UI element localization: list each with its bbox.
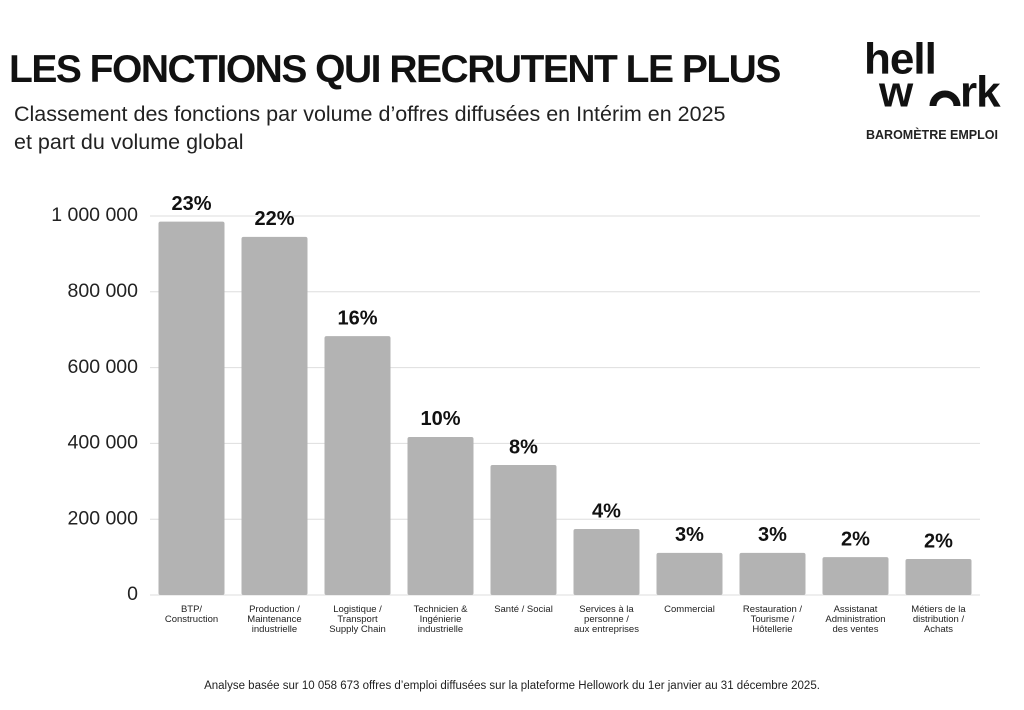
data-label: 2% [841, 528, 870, 550]
bar [656, 552, 723, 595]
bar [822, 557, 889, 595]
footnote: Analyse basée sur 10 058 673 offres d’em… [204, 680, 820, 692]
title: LES FONCTIONS QUI RECRUTENT LE PLUS [9, 48, 781, 91]
data-label: 8% [509, 436, 538, 458]
bar [407, 436, 474, 595]
logo-caption: BAROMÈTRE EMPLOI [866, 128, 998, 142]
bar [324, 336, 391, 595]
data-label: 16% [337, 307, 377, 329]
y-tick-label: 1 000 000 [51, 204, 138, 226]
y-tick-label: 400 000 [68, 432, 139, 454]
bar [905, 558, 972, 595]
logo-arc [929, 90, 961, 107]
x-tick-label: Production / Maintenance industrielle [247, 604, 302, 635]
logo-bottom-rk: rk [960, 68, 1001, 117]
subtitle: Classement des fonctions par volume d’of… [14, 102, 726, 154]
bar [490, 465, 557, 595]
bar [573, 529, 640, 595]
x-tick-label: Restauration / Tourisme / Hôtellerie [742, 604, 803, 635]
bar [739, 552, 806, 595]
x-tick-label: Commercial [664, 604, 715, 615]
data-label: 22% [254, 208, 294, 230]
data-label: 2% [924, 530, 953, 552]
y-tick-label: 0 [127, 583, 138, 605]
x-tick-label: Santé / Social [494, 604, 553, 615]
y-tick-label: 800 000 [68, 280, 139, 302]
x-tick-label: BTP/ Construction [164, 604, 219, 625]
data-label: 3% [675, 524, 704, 546]
x-tick-label: Assistanat Administration des ventes [825, 604, 886, 635]
data-label: 4% [592, 500, 621, 522]
x-tick-label: Métiers de la distribution / Achats [911, 604, 966, 635]
y-tick-label: 200 000 [68, 507, 139, 529]
logo-bottom-w: w [878, 68, 914, 117]
logo-top: hell [864, 35, 936, 84]
data-label: 23% [171, 193, 211, 215]
y-tick-label: 600 000 [68, 356, 139, 378]
data-label: 10% [420, 408, 460, 430]
bar [158, 221, 225, 595]
data-label: 3% [758, 524, 787, 546]
bar [241, 236, 308, 595]
x-tick-label: Technicien & Ingénierie industrielle [413, 604, 468, 635]
x-tick-label: Services à la personne / aux entreprises [574, 604, 639, 635]
x-tick-label: Logistique / Transport Supply Chain [329, 604, 386, 635]
